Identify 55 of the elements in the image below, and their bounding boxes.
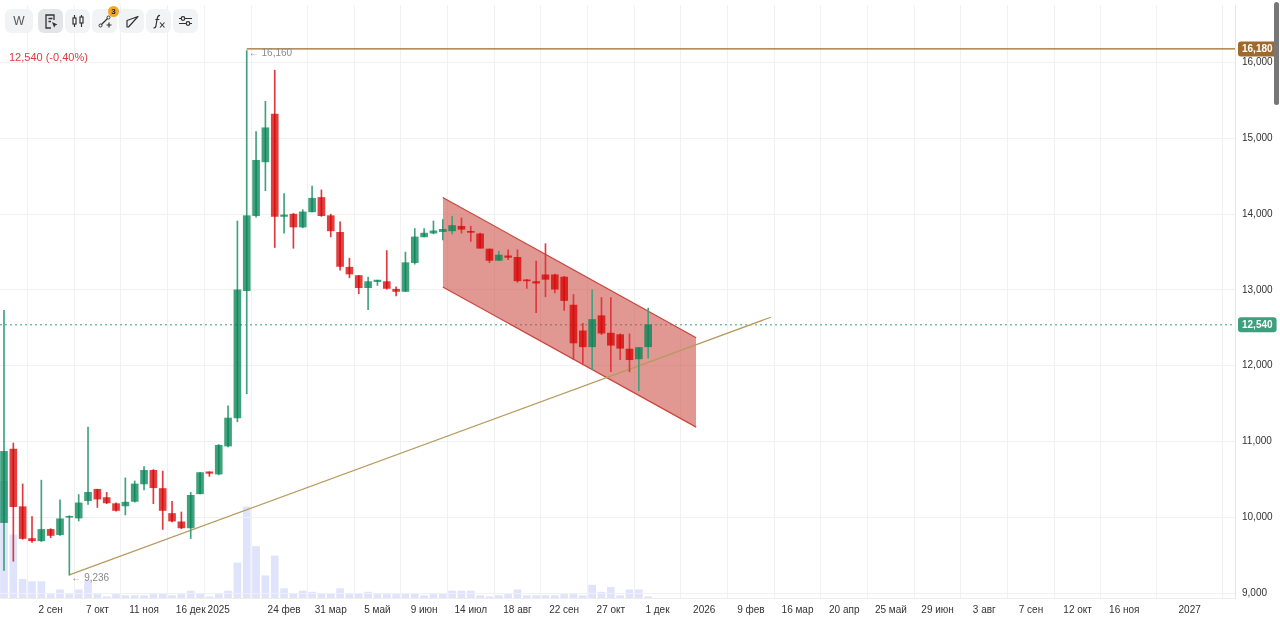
- x-tick-label: 3 авг: [972, 603, 997, 615]
- count-badge: 3: [108, 6, 119, 17]
- annotation: ← 16,160: [248, 47, 293, 59]
- x-tick-label: 31 мар: [314, 603, 348, 615]
- y-tick-label: 13,000: [1242, 283, 1274, 295]
- x-tick-label: 14 июл: [454, 603, 488, 615]
- x-tick-label: 9 фев: [737, 603, 765, 615]
- candlestick: [382, 250, 391, 290]
- x-tick-label: 22 сен: [549, 603, 580, 615]
- x-tick-label: 12 окт: [1063, 603, 1093, 615]
- x-tick-label: 5 май: [364, 603, 391, 615]
- x-tick-label: 7 сен: [1018, 603, 1044, 615]
- y-tick-label: 16,000: [1242, 56, 1274, 68]
- x-tick-label: 1 дек: [645, 603, 671, 615]
- x-tick-label: 2025: [207, 603, 231, 615]
- x-tick-label: 9 июн: [410, 603, 438, 615]
- series-label: 16,180: [1242, 43, 1274, 55]
- candlestick: [364, 276, 372, 310]
- y-tick-label: 15,000: [1242, 132, 1274, 144]
- x-tick-label: 7 окт: [85, 603, 110, 615]
- text: 12,540 (-0,40%): [9, 51, 88, 63]
- annotation: ← 9,236: [71, 571, 110, 583]
- y-tick-label: 11,000: [1242, 435, 1273, 447]
- interval-button: W: [5, 9, 33, 33]
- x-tick-label: 29 июн: [921, 603, 954, 615]
- x-tick-label: 16 ноя: [1109, 603, 1140, 615]
- bar: [65, 594, 74, 598]
- x-tick-label: 24 фев: [267, 603, 301, 615]
- candlestick: [532, 260, 540, 314]
- y-tick-label: 12,000: [1242, 359, 1274, 371]
- bar: [569, 594, 578, 598]
- x-tick-label: 18 авг: [503, 603, 533, 615]
- x-tick-label: 2027: [1178, 603, 1202, 615]
- candlestick: [466, 225, 475, 242]
- y-tick-label: 14,000: [1242, 207, 1274, 219]
- bar: [345, 594, 354, 598]
- candlestick: [84, 426, 92, 505]
- ref-line-label: 12,540: [1242, 319, 1274, 331]
- candlestick: [280, 193, 288, 234]
- x-tick-label: 2026: [693, 603, 716, 615]
- x-tick-label: 2 сен: [38, 603, 63, 615]
- bar: [429, 594, 438, 598]
- candlestick: [504, 249, 512, 260]
- x-tick-label: 16 дек: [175, 603, 207, 615]
- y-tick-label: 10,000: [1242, 511, 1274, 523]
- x-tick-label: 25 май: [874, 603, 907, 615]
- x-tick-label: 16 мар: [781, 603, 814, 615]
- bar: [93, 594, 102, 598]
- bar: [373, 594, 382, 598]
- x-tick-label: 27 окт: [596, 603, 626, 615]
- bar: [177, 594, 186, 598]
- x-tick-label: 20 апр: [829, 603, 860, 615]
- y-tick-label: 9,000: [1242, 586, 1268, 598]
- bar: [149, 594, 158, 598]
- x-tick-label: 11 ноя: [129, 603, 159, 615]
